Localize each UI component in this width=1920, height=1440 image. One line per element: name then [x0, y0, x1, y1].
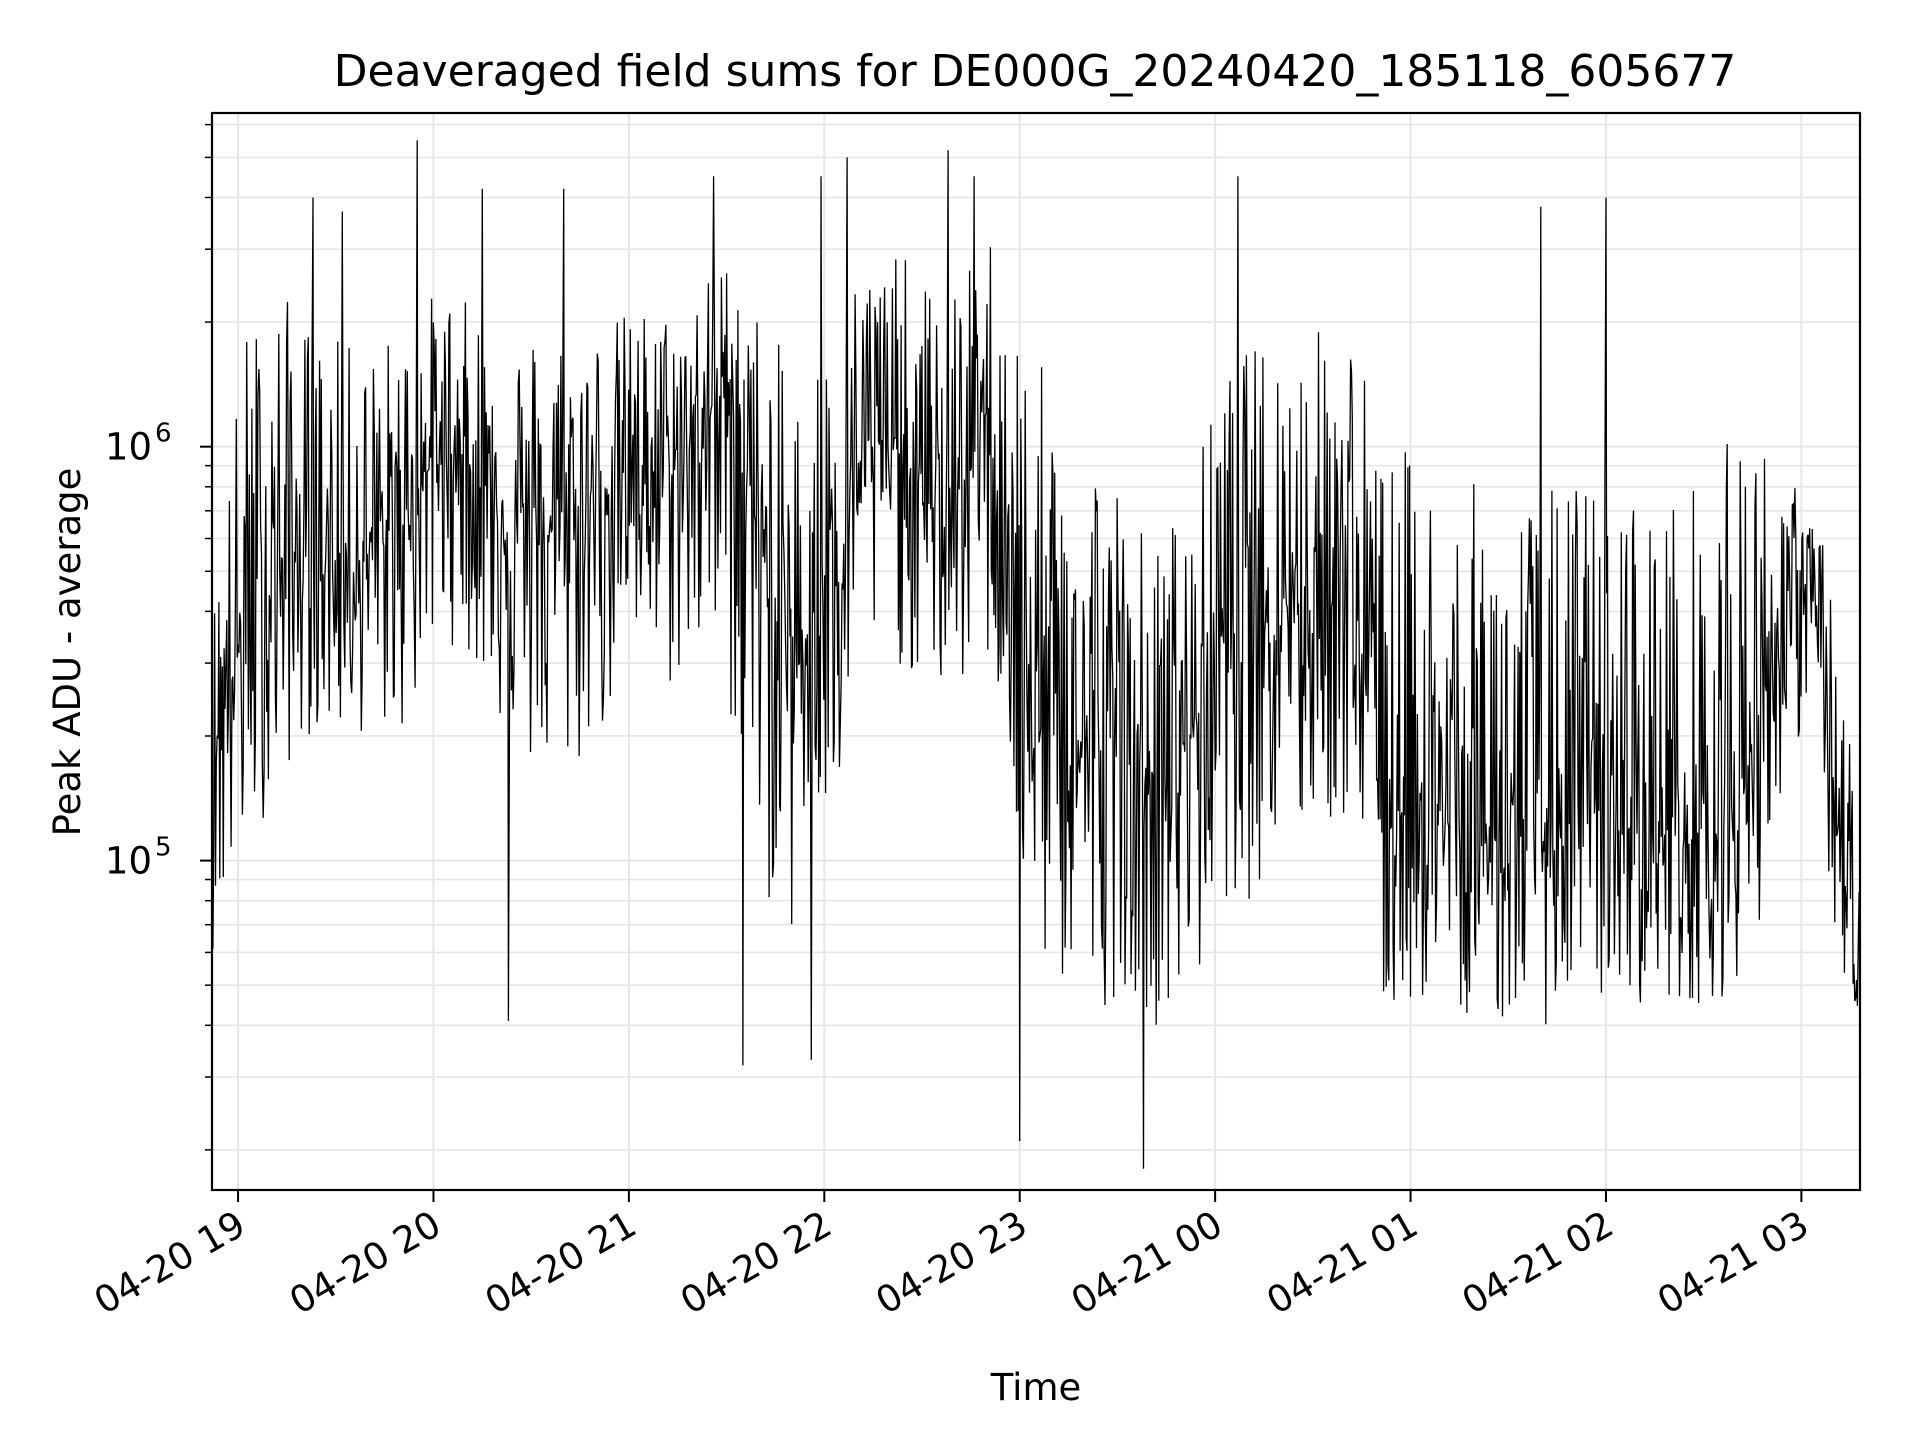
- y-tick-base: 10: [105, 426, 152, 469]
- y-tick-exponent: 6: [155, 419, 172, 449]
- y-tick-label: 10: [105, 426, 152, 469]
- y-tick-exponent: 5: [155, 833, 172, 863]
- y-tick-base: 10: [105, 840, 152, 883]
- y-axis-label: Peak ADU - average: [46, 468, 89, 837]
- x-axis-label: Time: [990, 1366, 1082, 1409]
- chart-title: Deaveraged field sums for DE000G_2024042…: [334, 46, 1737, 97]
- y-tick-label: 10: [105, 840, 152, 883]
